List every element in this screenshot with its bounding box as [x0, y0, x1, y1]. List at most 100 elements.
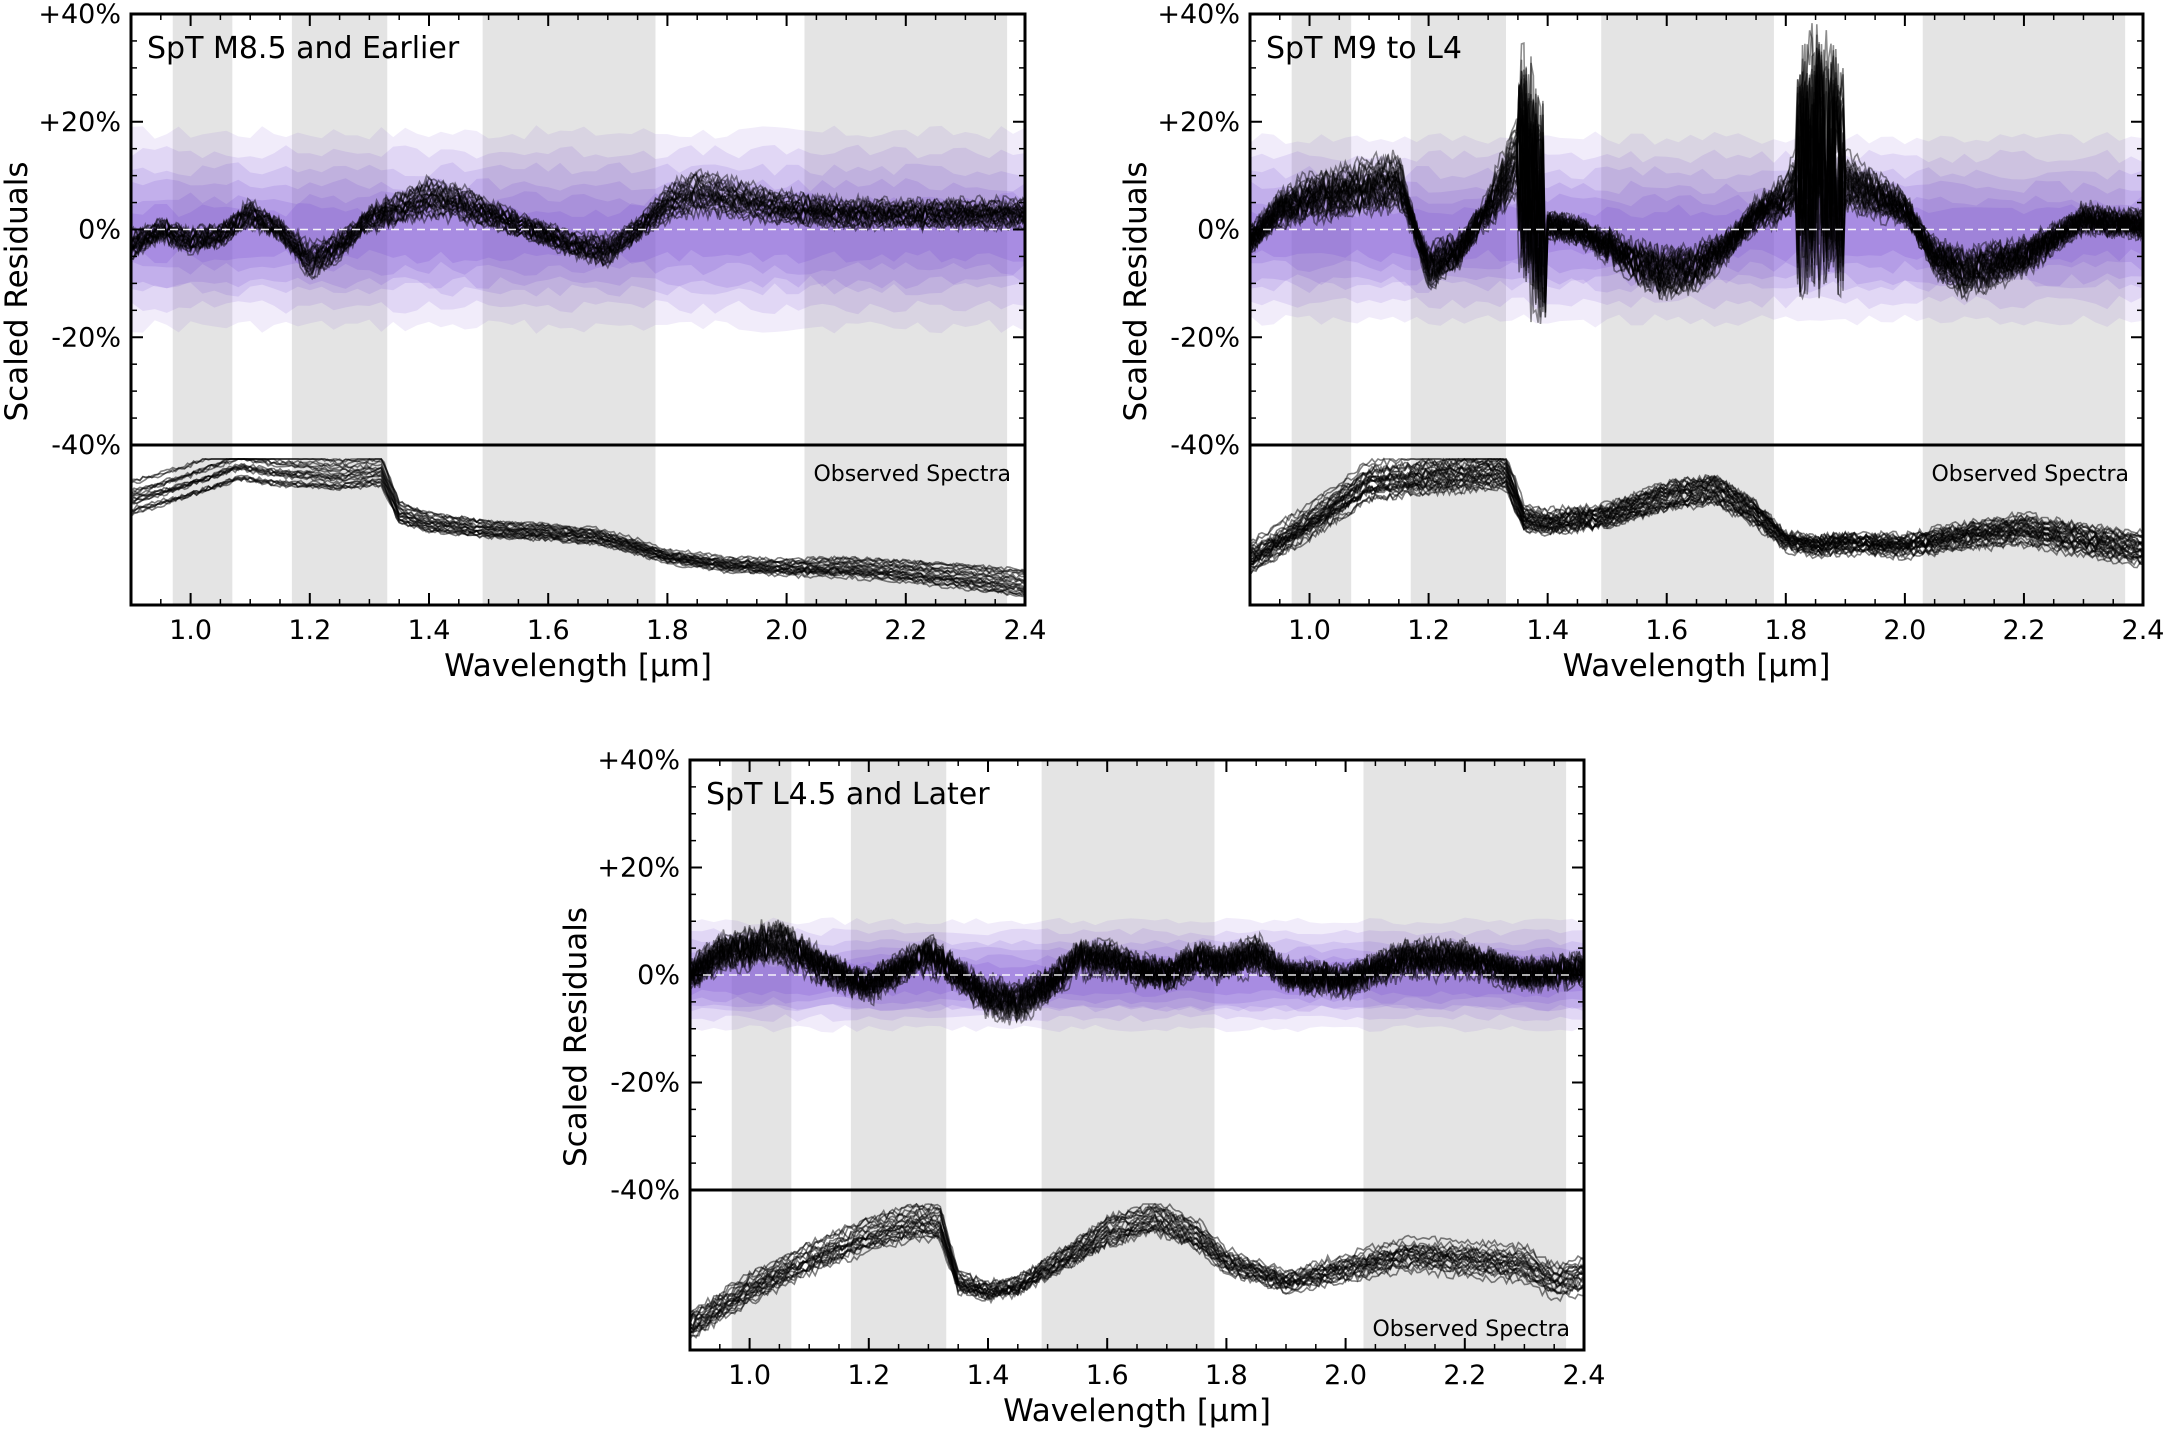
residual-envelope-5 — [131, 191, 1025, 276]
y-tick-label: 0% — [1197, 215, 1240, 246]
x-tick-label: 2.4 — [1004, 615, 1047, 646]
y-tick-label: +40% — [597, 745, 680, 776]
y-tick-label: -40% — [51, 430, 121, 461]
spectrum-line — [690, 1224, 1584, 1334]
residual-line — [131, 181, 1025, 272]
residual-line — [690, 929, 1584, 1026]
residual-line — [690, 928, 1584, 1023]
residual-line — [1250, 48, 2143, 292]
residual-line — [690, 929, 1584, 1011]
shaded-band-4 — [1922, 14, 2126, 605]
x-tick-label: 2.4 — [2122, 615, 2165, 646]
panel-title: SpT M9 to L4 — [1266, 31, 1462, 66]
x-axis-label: Wavelength [µm] — [1563, 648, 1831, 684]
residual-line — [690, 923, 1584, 1006]
residual-line — [690, 920, 1584, 1013]
residual-line — [131, 189, 1025, 265]
residual-line — [1250, 43, 2143, 289]
residual-line — [1250, 49, 2143, 290]
residual-line — [690, 945, 1584, 1017]
shaded-band-2 — [850, 760, 947, 1350]
spectrum-line — [131, 463, 1025, 574]
residual-line — [1250, 30, 2143, 302]
residual-line — [131, 198, 1025, 265]
y-tick-label: -40% — [610, 1175, 680, 1206]
shaded-band-1 — [172, 14, 233, 605]
residual-line — [131, 188, 1025, 261]
spectrum-line — [1250, 457, 2143, 559]
residual-line — [131, 194, 1025, 250]
residual-line — [690, 934, 1584, 1015]
observed-spectra-label: Observed Spectra — [813, 462, 1011, 487]
shaded-band-2 — [291, 14, 388, 605]
residual-line — [131, 186, 1025, 281]
residual-line — [690, 946, 1584, 1014]
panel-title: SpT L4.5 and Later — [706, 777, 990, 812]
residual-line — [131, 191, 1025, 262]
residual-line — [131, 188, 1025, 264]
x-tick-label: 2.0 — [765, 615, 808, 646]
residual-envelope-4 — [131, 178, 1025, 289]
x-tick-label: 2.0 — [1324, 1360, 1367, 1391]
residual-line — [1250, 74, 2143, 297]
plot-area — [1250, 14, 2143, 605]
x-tick-label: 2.2 — [2002, 615, 2045, 646]
chart-panel-3: 1.0 1.2 1.4 1.6 1.8 2.0 2.2 2.4 +40% +20% 0% -20% -4… — [558, 745, 1605, 1429]
residual-line — [1250, 66, 2143, 291]
x-tick-label: 1.6 — [1645, 615, 1688, 646]
residual-line — [131, 188, 1025, 277]
residual-envelope-4 — [1250, 180, 2143, 287]
panel-title: SpT M8.5 and Earlier — [147, 31, 460, 66]
spectrum-line — [1250, 469, 2143, 559]
residual-line — [131, 182, 1025, 256]
x-tick-label: 2.4 — [1563, 1360, 1606, 1391]
residual-line — [1250, 65, 2143, 318]
residual-line — [690, 940, 1584, 1015]
residual-line — [1250, 54, 2143, 302]
residual-line — [690, 939, 1584, 1016]
residual-line — [690, 919, 1584, 1014]
residual-line — [1250, 79, 2143, 324]
spectrum-line — [690, 1213, 1584, 1337]
x-tick-label: 1.8 — [1764, 615, 1807, 646]
y-tick-label: -20% — [1170, 322, 1240, 353]
residual-line — [1250, 43, 2143, 282]
x-tick-label: 1.8 — [1205, 1360, 1248, 1391]
residual-line — [690, 925, 1584, 1019]
residual-line — [690, 940, 1584, 1005]
residual-line — [1250, 23, 2143, 300]
residual-line — [1250, 70, 2143, 277]
y-tick-label: -20% — [610, 1068, 680, 1099]
x-tick-label: 1.2 — [1407, 615, 1450, 646]
residual-line — [1250, 77, 2143, 323]
shaded-band-4 — [804, 14, 1008, 605]
residual-line — [1250, 52, 2143, 283]
residual-line — [690, 919, 1584, 1023]
x-tick-label: 2.2 — [884, 615, 927, 646]
y-axis-label: Scaled Residuals — [0, 161, 35, 421]
residual-line — [1250, 42, 2143, 290]
residual-line — [1250, 51, 2143, 281]
residual-line — [1250, 55, 2143, 303]
plot-area — [690, 760, 1584, 1350]
residual-line — [131, 174, 1025, 276]
residual-line — [690, 937, 1584, 999]
residual-line — [1250, 91, 2143, 298]
chart-panel-1: 1.0 1.2 1.4 1.6 1.8 2.0 2.2 2.4 +40% +20% 0% -20% -4… — [0, 0, 1046, 684]
x-tick-label: 1.8 — [646, 615, 689, 646]
residual-line — [1250, 91, 2143, 305]
x-tick-label: 1.4 — [967, 1360, 1010, 1391]
residual-line — [1250, 24, 2143, 291]
residual-envelope-6 — [131, 203, 1025, 265]
x-axis-label: Wavelength [µm] — [1003, 1393, 1271, 1429]
residual-line — [1250, 30, 2143, 305]
x-axis-label: Wavelength [µm] — [444, 648, 712, 684]
x-tick-label: 1.6 — [527, 615, 570, 646]
x-tick-label: 1.4 — [1526, 615, 1569, 646]
residual-line — [1250, 34, 2143, 304]
spectrum-line — [1250, 467, 2143, 563]
residual-line — [1250, 91, 2143, 323]
residual-line — [131, 193, 1025, 275]
residual-line — [690, 939, 1584, 1021]
spectrum-line — [1250, 462, 2143, 567]
